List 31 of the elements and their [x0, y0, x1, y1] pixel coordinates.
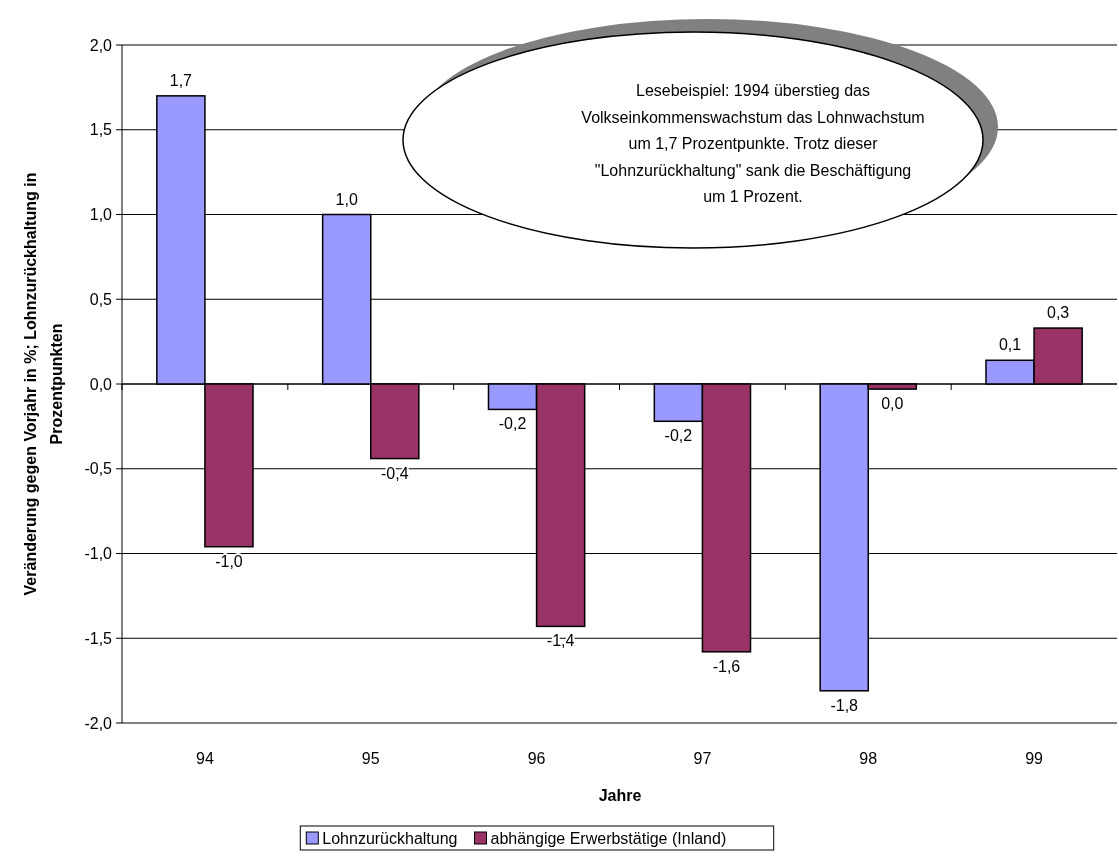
y-tick-label: 1,0 [89, 206, 113, 224]
x-tick-label: 94 [196, 750, 214, 767]
x-tick-label: 95 [361, 750, 380, 767]
x-tick-label: 96 [527, 750, 546, 767]
data-label: -0,2 [664, 427, 693, 445]
data-label: 0,0 [881, 395, 904, 413]
data-label: 1,7 [169, 71, 193, 89]
legend-label: abhängige Erwerbstätige (Inland) [490, 830, 727, 847]
data-label: 0,3 [1047, 304, 1070, 322]
data-label: 1,0 [335, 190, 358, 208]
y-tick-label: 1,5 [89, 121, 113, 139]
legend-label: Lohnzurückhaltung [322, 830, 458, 847]
data-label: 0,1 [998, 336, 1022, 354]
y-tick-label: -1,5 [84, 629, 113, 647]
x-tick-label: 97 [693, 750, 712, 767]
y-tick-label: -1,0 [84, 545, 113, 563]
y-tick-label: 2,0 [89, 36, 113, 54]
data-label: -0,2 [498, 415, 527, 433]
data-label: -1,0 [215, 552, 243, 570]
data-label: -0,4 [381, 464, 409, 482]
y-tick-label: 0,5 [89, 290, 113, 308]
y-axis-title: Veränderung gegen Vorjahr in %; Lohnzurückhaltung in Prozentpunkten [22, 172, 65, 596]
x-tick-label: 98 [859, 750, 878, 767]
y-tick-label: -0,5 [84, 460, 113, 478]
data-label: -1,6 [712, 657, 741, 675]
data-label: -1,8 [830, 696, 859, 714]
x-axis-title: Jahre [598, 787, 642, 804]
y-tick-label: 0,0 [89, 375, 113, 393]
annotation: Lesebeispiel: 1994 überstieg das Volkseinkommenswachstum das Lohnwachstum um 1,7 Prozentpunkte. Trotz dieser "Lohnzurückhaltung" sank die Beschäftigung um 1 Prozent. [581, 82, 925, 205]
y-tick-label: -2,0 [84, 714, 113, 732]
x-tick-label: 99 [1025, 750, 1044, 767]
